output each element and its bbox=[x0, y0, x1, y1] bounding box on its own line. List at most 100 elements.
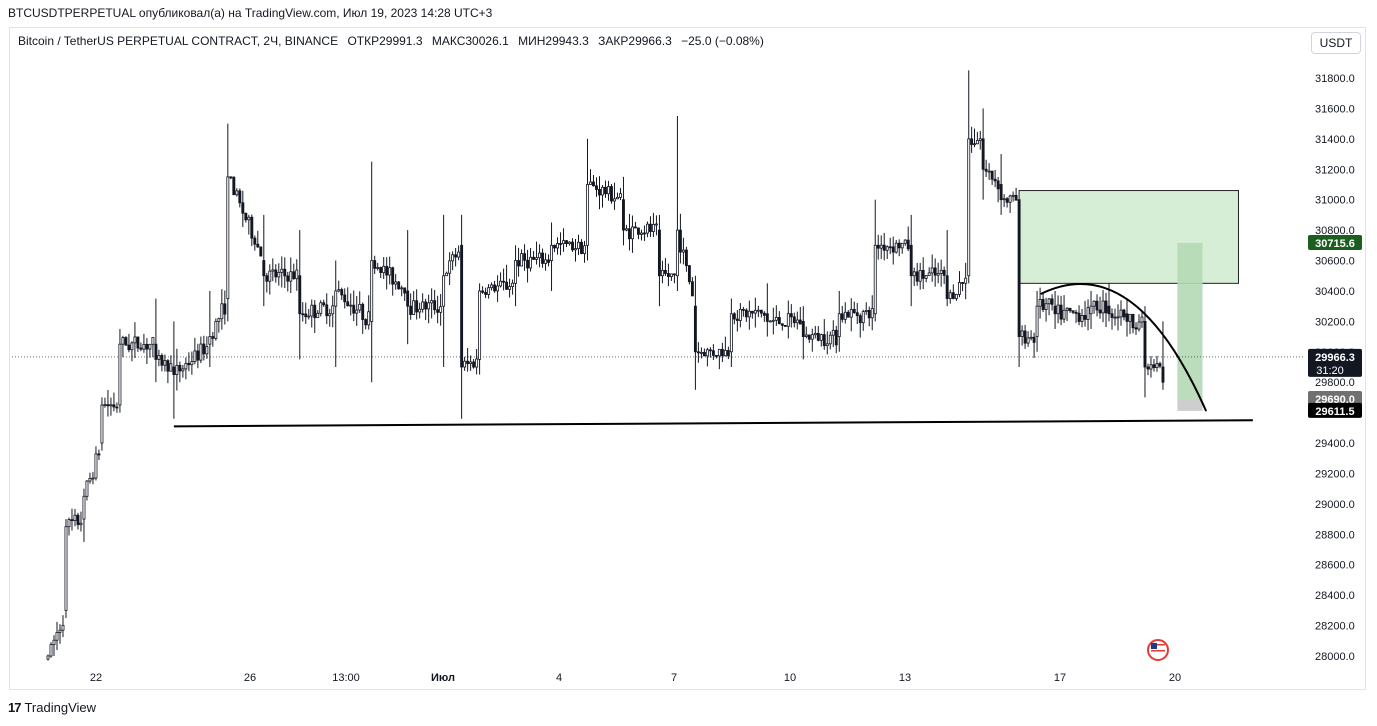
candle-body bbox=[433, 300, 437, 311]
candle-body bbox=[187, 362, 191, 366]
candle-body bbox=[750, 310, 754, 314]
open-label: ОТКР bbox=[347, 34, 380, 48]
candle-body bbox=[136, 336, 140, 349]
candle-body bbox=[1116, 316, 1120, 319]
candle-body bbox=[331, 305, 335, 315]
ohlc-open: ОТКР29991.3 bbox=[347, 34, 422, 48]
candle-body bbox=[157, 355, 161, 360]
candle-body bbox=[148, 343, 152, 350]
candle-body bbox=[343, 294, 347, 303]
candle-body bbox=[834, 329, 838, 346]
y-tick-label: 31200.0 bbox=[1315, 164, 1355, 176]
candle-body bbox=[361, 303, 365, 320]
candle-body bbox=[574, 248, 577, 251]
candle-body bbox=[936, 273, 940, 276]
candle-body bbox=[1047, 298, 1051, 305]
candle-body bbox=[349, 304, 353, 307]
candle-body bbox=[262, 260, 266, 277]
candle-body bbox=[1122, 309, 1126, 318]
candle-body bbox=[196, 350, 200, 361]
x-tick-label: 22 bbox=[90, 672, 102, 684]
candle-body bbox=[645, 223, 649, 234]
chart-legend: Bitcoin / TetherUS PERPETUAL CONTRACT, 2… bbox=[18, 34, 770, 48]
candle-body bbox=[583, 245, 586, 254]
open-value: 29991.3 bbox=[379, 34, 423, 48]
candle-body bbox=[1071, 310, 1075, 313]
candle-body bbox=[753, 310, 757, 314]
symbol-title[interactable]: Bitcoin / TetherUS PERPETUAL CONTRACT, 2… bbox=[18, 34, 339, 48]
x-tick-label: 4 bbox=[556, 672, 562, 684]
price-label: 29611.5 bbox=[1315, 406, 1354, 418]
price-label-bg bbox=[1308, 348, 1362, 377]
candle-body bbox=[166, 360, 170, 372]
candle-body bbox=[592, 181, 595, 187]
candle-body bbox=[121, 337, 125, 345]
support-line bbox=[173, 419, 1253, 428]
candle-body bbox=[511, 282, 515, 287]
candle-body bbox=[115, 406, 119, 409]
candle-body bbox=[930, 267, 934, 274]
candle-body bbox=[813, 332, 817, 336]
event-flag-stripe bbox=[1151, 647, 1165, 649]
y-tick-label: 28800.0 bbox=[1315, 529, 1355, 541]
candle-body bbox=[610, 186, 613, 202]
y-tick-label: 31400.0 bbox=[1315, 134, 1355, 146]
candle-body bbox=[109, 404, 113, 407]
candle-body bbox=[1146, 366, 1150, 370]
candle-body bbox=[607, 186, 610, 195]
candle-body bbox=[1044, 303, 1048, 310]
x-tick-label: 26 bbox=[244, 672, 256, 684]
candle-body bbox=[247, 216, 251, 221]
candle-body bbox=[397, 281, 401, 290]
candle-body bbox=[1059, 304, 1063, 320]
candle-body bbox=[888, 246, 892, 249]
candle-body bbox=[442, 275, 446, 307]
candle-body bbox=[879, 244, 883, 249]
candle-body bbox=[298, 275, 302, 315]
candle-body bbox=[804, 334, 808, 337]
candle-body bbox=[693, 305, 697, 353]
candle-body bbox=[373, 260, 377, 269]
candle-body bbox=[807, 334, 811, 340]
candle-body bbox=[82, 495, 86, 520]
candle-body bbox=[915, 271, 919, 282]
candle-body bbox=[961, 282, 965, 284]
candle-body bbox=[631, 226, 634, 240]
candle-body bbox=[780, 323, 784, 326]
currency-button[interactable]: USDT bbox=[1311, 32, 1361, 54]
candle-body bbox=[687, 265, 691, 283]
candle-body bbox=[484, 291, 488, 295]
candle-body bbox=[855, 312, 859, 317]
candle-body bbox=[274, 269, 278, 278]
candle-body bbox=[822, 334, 826, 347]
candle-body bbox=[436, 309, 440, 313]
candle-body bbox=[226, 176, 230, 299]
candle-body bbox=[1029, 336, 1033, 339]
y-tick-label: 30600.0 bbox=[1315, 256, 1355, 268]
candle-body bbox=[352, 304, 356, 314]
y-tick-label: 29800.0 bbox=[1315, 377, 1355, 389]
candle-body bbox=[598, 189, 601, 196]
candle-body bbox=[861, 311, 865, 324]
candle-body bbox=[175, 364, 179, 376]
candle-body bbox=[439, 306, 443, 313]
candle-body bbox=[214, 320, 218, 339]
candle-body bbox=[172, 366, 176, 376]
candle-body bbox=[1086, 307, 1090, 320]
candle-body bbox=[481, 290, 485, 293]
candle-body bbox=[654, 223, 658, 226]
candle-body bbox=[202, 343, 206, 355]
candle-body bbox=[118, 343, 122, 406]
candle-body bbox=[1134, 327, 1138, 330]
candle-body bbox=[604, 186, 607, 195]
tradingview-logo[interactable]: 17 TradingView bbox=[8, 700, 96, 715]
publish-info: BTCUSDTPERPETUAL опубликовал(а) на Tradi… bbox=[8, 6, 493, 20]
candle-body bbox=[1089, 305, 1093, 315]
event-flag-stripe bbox=[1151, 650, 1165, 652]
candle-body bbox=[613, 198, 616, 202]
candle-body bbox=[669, 273, 673, 277]
candle-body bbox=[981, 138, 985, 170]
candle-body bbox=[409, 305, 413, 315]
candle-body bbox=[831, 329, 835, 336]
